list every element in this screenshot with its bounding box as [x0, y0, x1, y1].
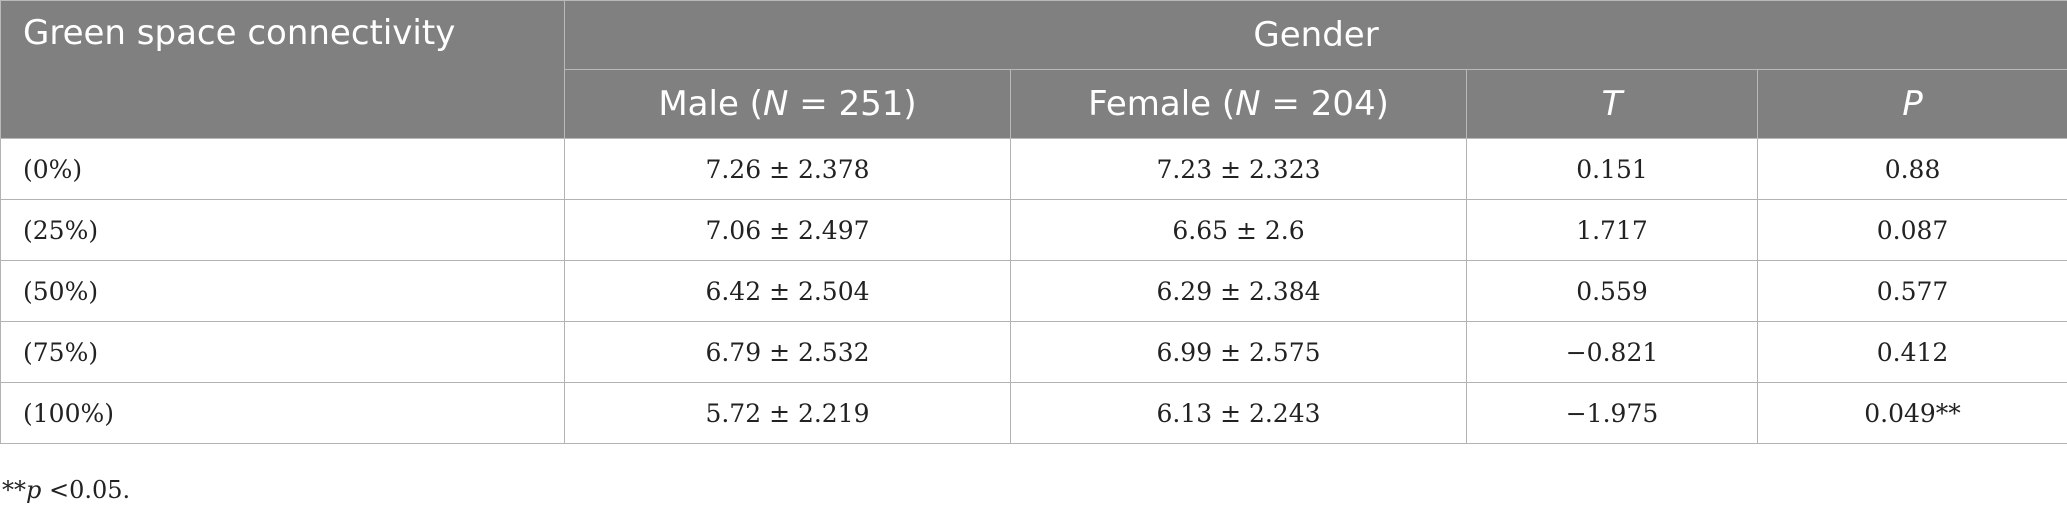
cell-p: 0.88	[1756, 138, 2067, 200]
table-row: (0%) 7.26 ± 2.378 7.23 ± 2.323 0.151 0.8…	[0, 138, 2067, 200]
table-row: (100%) 5.72 ± 2.219 6.13 ± 2.243 −1.975 …	[0, 382, 2067, 444]
row-label: (50%)	[0, 260, 565, 322]
cell-t: 0.151	[1466, 138, 1758, 200]
table-footnote: **p <0.05.	[2, 476, 131, 504]
cell-t: 0.559	[1466, 260, 1758, 322]
cell-male: 6.79 ± 2.532	[564, 321, 1011, 383]
header-female: Female (N = 204)	[1010, 69, 1467, 139]
cell-p: 0.412	[1756, 321, 2067, 383]
row-label: (75%)	[0, 321, 565, 383]
data-table-container: Green space connectivity Gender Male (N …	[0, 0, 2067, 444]
cell-p: 0.087	[1756, 199, 2067, 261]
gender-connectivity-table: Green space connectivity Gender Male (N …	[0, 0, 2067, 444]
row-label: (0%)	[0, 138, 565, 200]
cell-t: −0.821	[1466, 321, 1758, 383]
row-label: (100%)	[0, 382, 565, 444]
header-green-space-connectivity: Green space connectivity	[0, 0, 565, 139]
cell-male: 6.42 ± 2.504	[564, 260, 1011, 322]
table-row: (75%) 6.79 ± 2.532 6.99 ± 2.575 −0.821 0…	[0, 321, 2067, 383]
header-row-group: Green space connectivity Gender	[0, 0, 2067, 139]
cell-p: 0.577	[1756, 260, 2067, 322]
cell-female: 6.99 ± 2.575	[1010, 321, 1467, 383]
header-gender: Gender	[563, 0, 2067, 70]
header-row-sub: Male (N = 251) Female (N = 204) T P	[1, 69, 2067, 139]
cell-male: 5.72 ± 2.219	[564, 382, 1011, 444]
cell-female: 6.65 ± 2.6	[1010, 199, 1467, 261]
cell-male: 7.06 ± 2.497	[564, 199, 1011, 261]
cell-male: 7.26 ± 2.378	[564, 138, 1011, 200]
cell-female: 7.23 ± 2.323	[1010, 138, 1467, 200]
table-row: (25%) 7.06 ± 2.497 6.65 ± 2.6 1.717 0.08…	[0, 199, 2067, 261]
cell-p: 0.049**	[1756, 382, 2067, 444]
header-p: P	[1756, 69, 2067, 139]
cell-female: 6.13 ± 2.243	[1010, 382, 1467, 444]
header-male: Male (N = 251)	[564, 69, 1011, 139]
cell-t: −1.975	[1466, 382, 1758, 444]
table-row: (50%) 6.42 ± 2.504 6.29 ± 2.384 0.559 0.…	[0, 260, 2067, 322]
cell-female: 6.29 ± 2.384	[1010, 260, 1467, 322]
header-t: T	[1466, 69, 1758, 139]
cell-t: 1.717	[1466, 199, 1758, 261]
row-label: (25%)	[0, 199, 565, 261]
